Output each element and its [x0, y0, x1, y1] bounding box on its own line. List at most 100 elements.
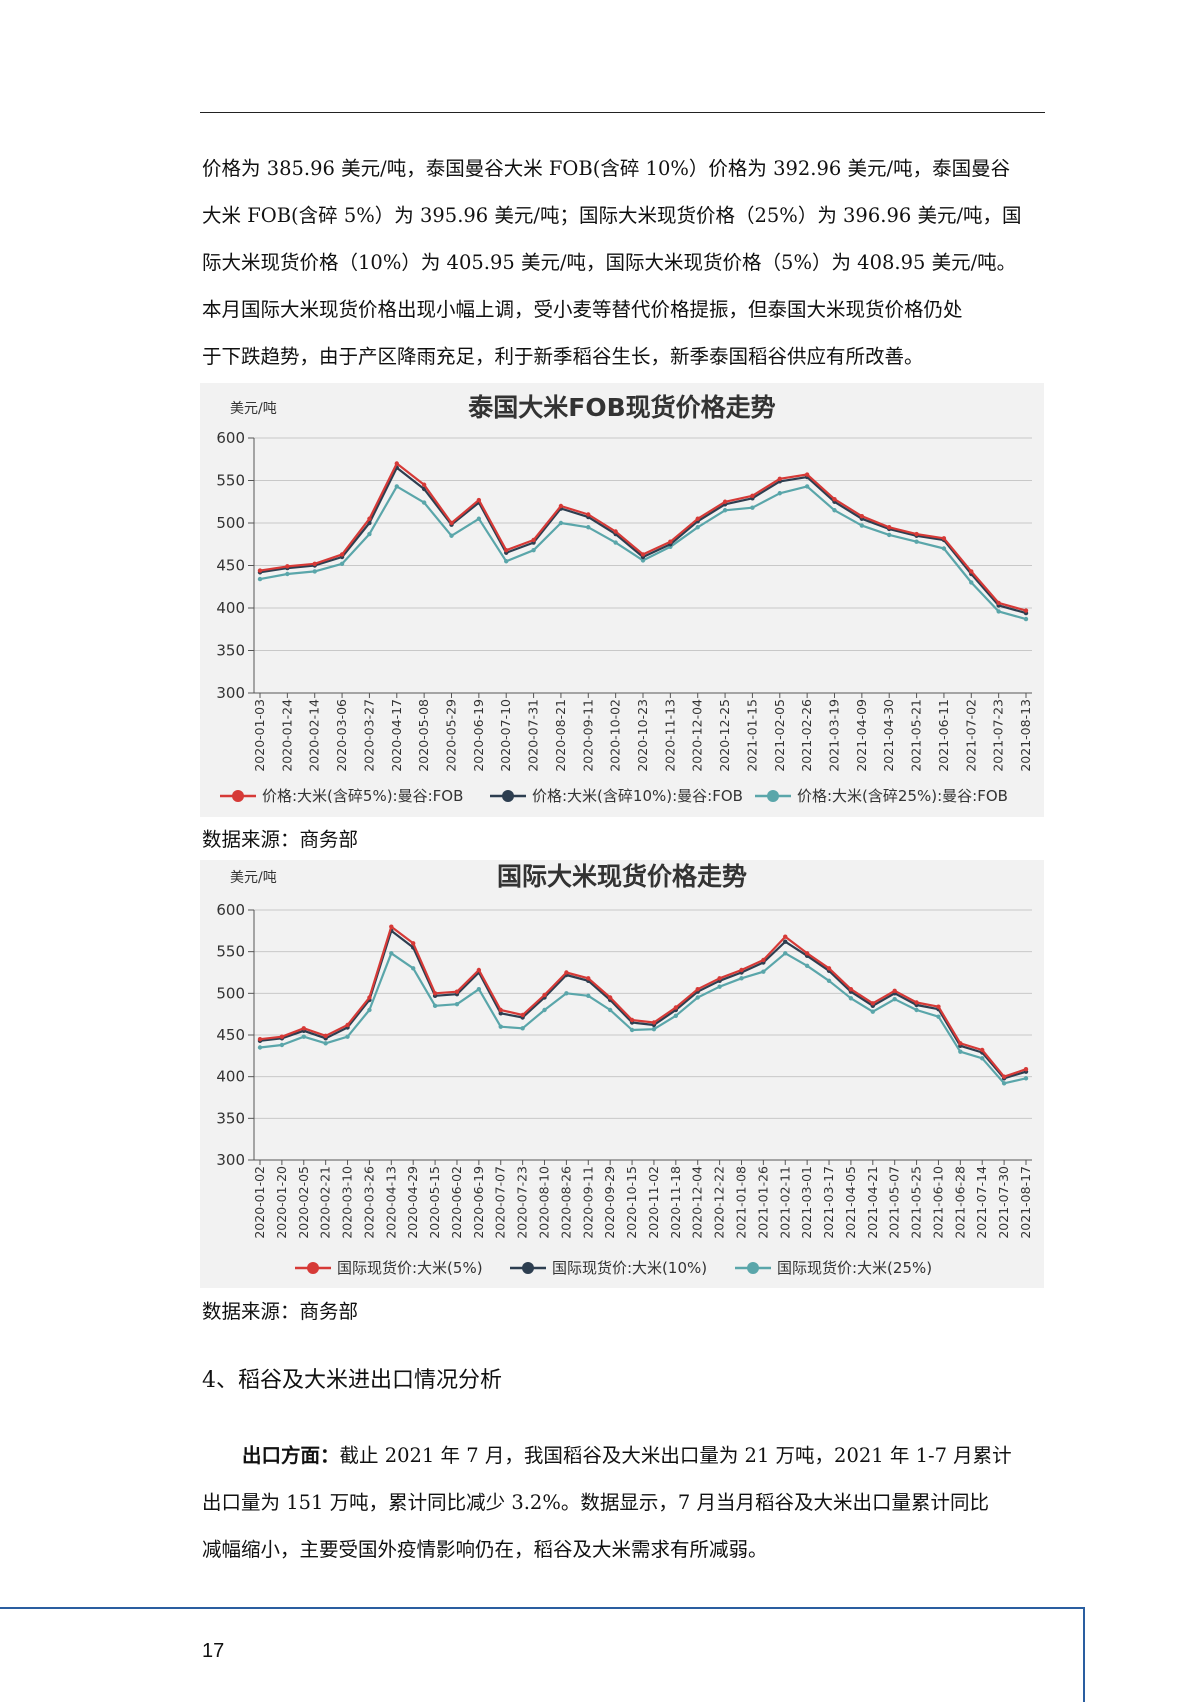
data-point [564, 991, 569, 996]
x-tick-label: 2021-01-15 [744, 699, 759, 772]
data-point [936, 1014, 941, 1019]
data-point [969, 569, 974, 574]
data-point [695, 986, 700, 992]
data-point [613, 540, 618, 545]
y-axis-unit: 美元/吨 [230, 401, 277, 417]
x-tick-label: 2020-01-02 [252, 1166, 267, 1239]
x-tick-label: 2020-06-19 [471, 1166, 486, 1239]
data-point [607, 1007, 613, 1013]
x-tick-label: 2021-04-09 [854, 699, 869, 772]
data-point [498, 1007, 503, 1013]
data-point [257, 576, 263, 582]
data-point [411, 966, 416, 971]
x-tick-label: 2021-02-05 [772, 699, 787, 772]
x-tick-label: 2021-08-13 [1018, 699, 1033, 772]
x-tick-label: 2020-08-10 [537, 1166, 552, 1239]
paragraph-prices: 价格为 385.96 美元/吨，泰国曼谷大米 FOB(含碎 10%）价格为 39… [202, 145, 1032, 380]
data-point [586, 512, 591, 517]
legend-label: 价格:大米(含碎10%):曼谷:FOB [532, 787, 743, 805]
x-tick-label: 2021-05-21 [909, 699, 924, 772]
data-point [411, 941, 416, 946]
data-point [750, 493, 755, 498]
data-point [279, 1042, 285, 1048]
chart-svg: 泰国大米FOB现货价格走势 美元/吨 300 350 400 450 500 550 600 20… [216, 393, 1033, 805]
x-tick-label: 2021-04-05 [843, 1166, 858, 1239]
data-point [777, 476, 782, 481]
data-point [640, 558, 646, 563]
data-point [498, 1024, 503, 1029]
data-point [848, 986, 854, 992]
x-tick-label: 2020-05-29 [444, 699, 459, 772]
data-point [345, 1022, 350, 1028]
data-point [996, 609, 1001, 614]
data-point [449, 520, 454, 526]
x-tick-label: 2020-02-21 [318, 1166, 333, 1239]
x-tick-label: 2021-07-23 [991, 699, 1006, 772]
y-tick-label: 350 [216, 642, 245, 660]
x-tick-label: 2020-02-05 [296, 1166, 311, 1239]
data-point [651, 1020, 657, 1025]
x-tick-label: 2020-12-25 [717, 699, 732, 772]
x-tick-label: 2021-04-21 [865, 1166, 880, 1239]
legend-label: 国际现货价:大米(10%) [552, 1259, 707, 1277]
data-point [421, 500, 427, 505]
data-point [367, 1007, 372, 1013]
data-point [1001, 1074, 1007, 1079]
data-point [285, 564, 290, 569]
data-point [586, 993, 591, 999]
x-tick-label: 2020-08-26 [558, 1166, 573, 1239]
series-line [259, 462, 1027, 612]
x-tick-label: 2021-04-30 [881, 699, 896, 772]
x-tick-label: 2020-01-24 [279, 699, 294, 772]
data-point [520, 1012, 525, 1018]
data-point [1001, 1081, 1007, 1086]
data-point [339, 552, 345, 557]
x-tick-label: 2021-03-17 [821, 1166, 836, 1239]
data-point [432, 1003, 438, 1009]
data-point [558, 520, 564, 526]
paragraph-line: 价格为 385.96 美元/吨，泰国曼谷大米 FOB(含碎 10%）价格为 39… [202, 157, 1011, 180]
data-point [783, 951, 788, 956]
x-tick-label: 2021-05-25 [909, 1166, 924, 1239]
data-point [892, 996, 897, 1002]
data-point [717, 984, 722, 989]
x-tick-label: 2020-04-17 [389, 699, 404, 772]
y-tick-label: 350 [216, 1109, 245, 1127]
data-point [848, 996, 854, 1001]
data-point [826, 978, 832, 984]
x-tick-label: 2020-03-10 [340, 1166, 355, 1239]
x-tick-label: 2020-07-07 [493, 1166, 508, 1239]
data-point [498, 1011, 503, 1016]
data-point [804, 963, 810, 969]
series-line [259, 929, 1027, 1080]
x-tick-label: 2020-01-03 [252, 699, 267, 772]
data-point [870, 1009, 875, 1014]
x-tick-label: 2020-10-23 [635, 699, 650, 772]
data-point [761, 969, 766, 974]
data-point [651, 1026, 657, 1032]
x-tick-label: 2020-03-27 [361, 699, 376, 772]
data-point [586, 976, 591, 981]
data-point [323, 1033, 328, 1039]
x-tick-label: 2020-11-13 [662, 699, 677, 772]
data-point [804, 472, 810, 477]
export-line: 截止 2021 年 7 月，我国稻谷及大米出口量为 21 万吨，2021 年 1… [339, 1444, 1012, 1467]
data-point [777, 491, 782, 496]
y-tick-label: 300 [216, 1151, 245, 1169]
data-point [832, 497, 837, 502]
data-point [629, 1027, 635, 1033]
x-tick-label: 2021-06-28 [952, 1166, 967, 1239]
series-line [259, 952, 1027, 1085]
data-point [454, 989, 460, 994]
x-tick-label: 2020-09-11 [580, 699, 595, 772]
x-tick-label: 2020-07-10 [498, 699, 513, 772]
data-point [312, 569, 317, 574]
data-point [476, 986, 482, 992]
chart-title: 泰国大米FOB现货价格走势 [468, 393, 775, 422]
intl-spot-price-chart: 国际大米现货价格走势 美元/吨 300 350 400 450 500 550 600 2020-… [200, 860, 1044, 1288]
data-point [859, 514, 865, 519]
data-point [783, 939, 788, 944]
data-point [859, 523, 865, 528]
x-tick-label: 2020-03-26 [361, 1166, 376, 1239]
y-tick-label: 400 [216, 1068, 245, 1086]
